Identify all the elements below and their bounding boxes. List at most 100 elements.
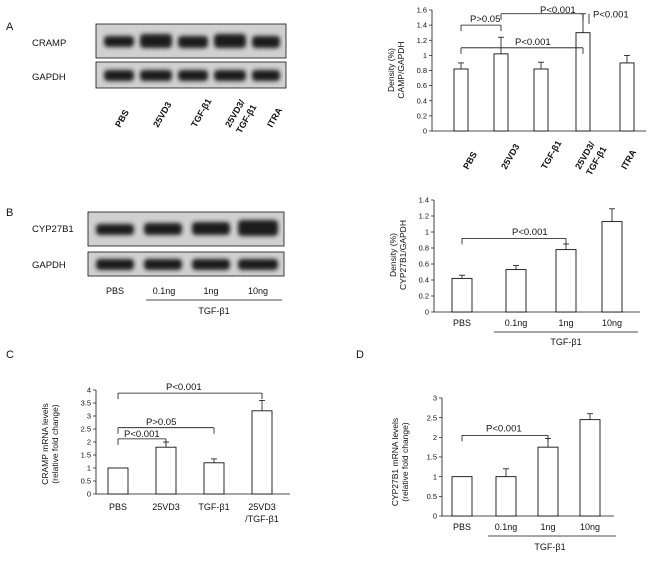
chart-c-ytick-label: 4 (87, 386, 91, 395)
blot-a-lane-itra: ITRA (265, 105, 284, 129)
chart-d-bar (537, 446, 559, 517)
chart-b-ytick-label: 1.2 (419, 212, 429, 221)
chart-d-ylabel-1: CYP27B1 mRNA levels (390, 418, 400, 506)
blot-b-lane-1ng: 1ng (203, 286, 218, 296)
blot-b-cyp27b1 (87, 211, 285, 247)
chart-c-cat-tgfb1: TGF-β1 (198, 502, 229, 512)
chart-b-ylabel-1: Density (%) (388, 233, 398, 277)
chart-a-bar (533, 68, 549, 132)
chart-c-bar (203, 462, 225, 495)
chart-a-sig-label: P<0.001 (540, 5, 576, 16)
chart-d-ylabel-2: (relative fold change) (400, 422, 410, 502)
chart-b-ytick-label: 0.4 (419, 276, 429, 285)
chart-b-ytick-label: 0.8 (419, 244, 429, 253)
chart-c-bar (107, 467, 129, 495)
chart-a-ytick-label: 1.2 (417, 36, 427, 45)
chart-d-ytick-label: 2 (433, 433, 437, 442)
chart-c-cat-combo-1: 25VD3 (248, 502, 276, 512)
blot-b-lane-10ng: 10ng (248, 286, 268, 296)
chart-a-sig-label: P>0.05 (470, 14, 500, 25)
chart-a-ylabel-1: Density (%) (386, 48, 396, 92)
panel-letter-d: D (356, 349, 364, 361)
chart-c-sig-label: P>0.05 (146, 417, 176, 428)
chart-b-ytick-label: 1.4 (419, 196, 429, 205)
chart-d-bar (451, 476, 473, 517)
blot-a-lane-25vd3: 25VD3 (151, 100, 173, 129)
chart-b-ylabel-2: CYP27B1/GAPDH (398, 220, 408, 290)
chart-d-cat-pbs: PBS (453, 522, 471, 532)
chart-c-ytick-label: 3.5 (81, 399, 91, 408)
chart-a-bar (453, 68, 469, 132)
panel-letter-c: C (6, 349, 14, 361)
chart-b-bar (601, 221, 623, 313)
chart-d-ytick-label: 0.5 (427, 492, 437, 501)
chart-b-cat-pbs: PBS (453, 318, 471, 328)
blot-a-gapdh (95, 61, 287, 89)
chart-c-ytick-label: 2.5 (81, 425, 91, 434)
chart-d-ytick-label: 2.5 (427, 413, 437, 422)
chart-c-sig-label: P<0.001 (166, 382, 202, 393)
chart-c-ylabel-2: (relative fold change) (50, 404, 60, 484)
blot-b-group-label: TGF-β1 (198, 306, 229, 316)
chart-b-bar (505, 269, 527, 313)
blot-b-gapdh (87, 251, 285, 277)
chart-c-ytick-label: 1 (87, 464, 91, 473)
chart-c-ytick-label: 0.5 (81, 477, 91, 486)
chart-c-cat-combo-2: /TGF-β1 (245, 514, 279, 524)
chart-d: 0 0.5 1 1.5 2 2.5 3 P<0.001 (427, 394, 614, 521)
chart-a-sig-label: P<0.001 (593, 10, 629, 21)
chart-a-ytick-label: 0.4 (417, 96, 427, 105)
chart-b: 0 0.2 0.4 0.6 0.8 1 1.2 1.4 P<0.001 (419, 196, 640, 317)
chart-c-bar (251, 410, 273, 495)
blot-row-label-cramp: CRAMP (32, 38, 66, 49)
chart-a: 0 0.2 0.4 0.6 0.8 1 1.2 1.4 1.6 P<0.001 P>0.05 P<0.… (417, 5, 646, 136)
chart-a-cat-itra: ITRA (619, 147, 638, 171)
chart-b-cat-10ng: 10ng (602, 318, 622, 328)
chart-a-ytick-label: 1.6 (417, 6, 427, 15)
chart-b-bar (555, 249, 577, 313)
chart-a-cat-25vd3: 25VD3 (499, 142, 521, 171)
chart-layer: 00.20.40.60.811.21.41.6P<0.001P>0.05P<0.… (81, 5, 646, 521)
chart-a-ytick-label: 0.8 (417, 66, 427, 75)
chart-a-cat-pbs: PBS (461, 150, 479, 171)
panel-letter-a: A (6, 21, 14, 33)
chart-c-ylabel-1: CRAMP mRNA levels (40, 403, 50, 485)
blot-a-lane-tgfb1: TGF-β1 (189, 97, 213, 129)
chart-d-ytick-label: 0 (433, 512, 437, 521)
chart-a-ytick-label: 0.2 (417, 111, 427, 120)
chart-b-ytick-label: 0 (425, 308, 429, 317)
chart-d-ytick-label: 1 (433, 472, 437, 481)
chart-d-cat-10ng: 10ng (580, 522, 600, 532)
chart-c-cat-pbs: PBS (109, 502, 127, 512)
chart-a-ytick-label: 1 (423, 51, 427, 60)
chart-a-ytick-label: 0.6 (417, 81, 427, 90)
chart-c-sig-label: P<0.001 (124, 429, 160, 440)
chart-b-cat-1ng: 1ng (558, 318, 573, 328)
blot-b-lane-pbs: PBS (106, 286, 124, 296)
blot-b-lane-01ng: 0.1ng (153, 286, 176, 296)
chart-b-ytick-label: 0.6 (419, 260, 429, 269)
chart-a-ytick-label: 0 (423, 127, 427, 136)
blot-row-label-gapdh-a: GAPDH (32, 72, 66, 83)
chart-b-ytick-label: 1 (425, 228, 429, 237)
chart-a-bar (619, 62, 635, 132)
blot-a-cramp (95, 23, 287, 59)
chart-c-ytick-label: 1.5 (81, 451, 91, 460)
panel-letter-b: B (6, 207, 13, 219)
chart-c-cat-25vd3: 25VD3 (152, 502, 180, 512)
blot-a-lane-pbs: PBS (113, 108, 131, 129)
chart-b-sig-label: P<0.001 (512, 227, 548, 238)
chart-c-bar (155, 446, 177, 495)
chart-c-ytick-label: 0 (87, 490, 91, 499)
chart-b-bar (451, 277, 473, 313)
chart-d-ytick-label: 3 (433, 394, 437, 403)
chart-d-ytick-label: 1.5 (427, 453, 437, 462)
chart-a-bar (493, 53, 509, 132)
chart-a-ytick-label: 1.4 (417, 21, 427, 30)
chart-d-cat-1ng: 1ng (540, 522, 555, 532)
chart-c-ytick-label: 3 (87, 412, 91, 421)
chart-c-ytick-label: 2 (87, 438, 91, 447)
blot-row-label-cyp27b1: CYP27B1 (32, 224, 74, 235)
